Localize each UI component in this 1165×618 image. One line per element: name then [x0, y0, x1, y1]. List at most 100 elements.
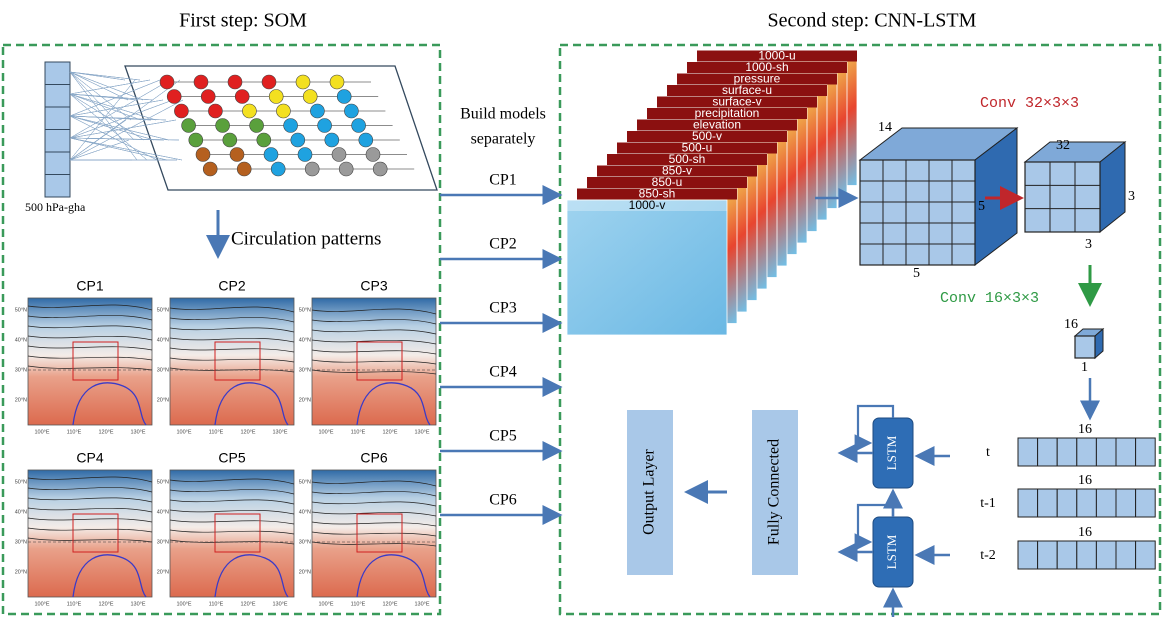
lat-tick: 20°N: [15, 569, 27, 575]
layer-banner: [587, 177, 747, 188]
node: [195, 147, 211, 162]
lat-tick: 20°N: [299, 397, 311, 403]
lon-tick: 120°E: [98, 429, 113, 435]
contour: [169, 519, 295, 525]
contour: [311, 319, 437, 325]
node: [283, 118, 298, 133]
lat-tick: 40°N: [15, 337, 27, 343]
vector-cell: [1095, 488, 1117, 518]
node: [351, 118, 366, 133]
contour: [27, 355, 153, 361]
vector-cell: [1056, 488, 1078, 518]
circulation-label: Circulation patterns: [231, 228, 381, 249]
cnn-frame: [558, 43, 1162, 616]
node: [174, 103, 189, 119]
node: [234, 89, 250, 104]
vector-cell: [1017, 488, 1039, 518]
layer-label: elevation: [693, 118, 741, 132]
contour: [311, 531, 437, 537]
link: [69, 119, 127, 161]
map-title: CP3: [360, 278, 387, 294]
lat-tick: 30°N: [15, 367, 27, 373]
cp-label: CP2: [489, 236, 517, 253]
lon-tick: 110°E: [67, 601, 82, 607]
layer-label: 500-sh: [669, 152, 706, 166]
node: [372, 161, 388, 177]
som-title: First step: SOM: [179, 10, 307, 32]
map-title: CP2: [218, 278, 245, 294]
input-cell: [44, 174, 71, 198]
lon-tick: 130°E: [130, 601, 145, 607]
contour: [27, 476, 153, 483]
lat-tick: 30°N: [299, 367, 311, 373]
contour: [311, 369, 437, 375]
lon-tick: 100°E: [318, 601, 333, 607]
input-cell: [44, 129, 71, 153]
contour: [311, 521, 437, 527]
node: [249, 118, 264, 133]
vector-cell: [1076, 437, 1097, 467]
map: [27, 297, 153, 426]
node: [295, 74, 311, 90]
link: [69, 93, 142, 121]
contour: [311, 329, 437, 335]
contour: [311, 480, 437, 487]
lat-tick: 40°N: [299, 509, 311, 515]
cp-label: CP5: [489, 428, 517, 445]
region-box: [356, 341, 403, 381]
link: [69, 71, 138, 161]
region-box: [72, 341, 119, 381]
link: [69, 71, 135, 141]
contour-blue: [214, 382, 289, 426]
vector-cell: [1135, 488, 1156, 518]
layer-label: surface-u: [722, 83, 772, 97]
node: [270, 161, 286, 177]
middle-label: separately: [471, 131, 536, 148]
link: [69, 99, 184, 161]
vector-cell: [1115, 540, 1137, 570]
layer-banner: [607, 154, 767, 165]
map: [27, 469, 153, 598]
link: [69, 93, 148, 161]
cube-front: [1024, 161, 1101, 233]
node: [202, 161, 218, 177]
lat-tick: 50°N: [15, 479, 27, 485]
lat-tick: 20°N: [157, 569, 169, 575]
contour-blue: [356, 382, 431, 426]
vector-cell: [1056, 437, 1078, 467]
lon-tick: 120°E: [240, 601, 255, 607]
node: [159, 74, 175, 90]
contour-blue: [214, 554, 289, 598]
dim: 14: [878, 120, 892, 135]
contour: [169, 337, 295, 343]
link: [69, 99, 174, 139]
vector-size: 16: [1078, 422, 1092, 437]
link: [69, 71, 129, 101]
input-stack: 1000-u1000-shpressuresurface-usurface-vp…: [566, 49, 858, 336]
contour: [27, 304, 153, 311]
lstm-label: LSTM: [884, 435, 899, 470]
conv-label: Conv 32×3×3: [980, 95, 1079, 112]
node: [329, 74, 345, 90]
contour: [27, 537, 153, 543]
lon-tick: 110°E: [67, 429, 82, 435]
vector-cell: [1017, 437, 1039, 467]
node: [166, 89, 182, 104]
contour: [169, 509, 295, 515]
map-title: CP6: [360, 450, 387, 466]
lon-tick: 130°E: [414, 429, 429, 435]
layer-banner: [667, 85, 827, 96]
tiny-cube-front: [1074, 335, 1096, 359]
time-label: t-1: [980, 496, 996, 511]
layer-label: 850-u: [652, 175, 683, 189]
node: [208, 103, 223, 119]
node: [229, 147, 245, 162]
dim: 16: [1064, 317, 1078, 332]
node: [181, 118, 196, 133]
link: [69, 137, 183, 161]
node: [310, 103, 325, 119]
input-cell: [44, 106, 71, 130]
layer-banner: [567, 200, 727, 211]
link: [69, 139, 130, 161]
link: [69, 115, 155, 141]
